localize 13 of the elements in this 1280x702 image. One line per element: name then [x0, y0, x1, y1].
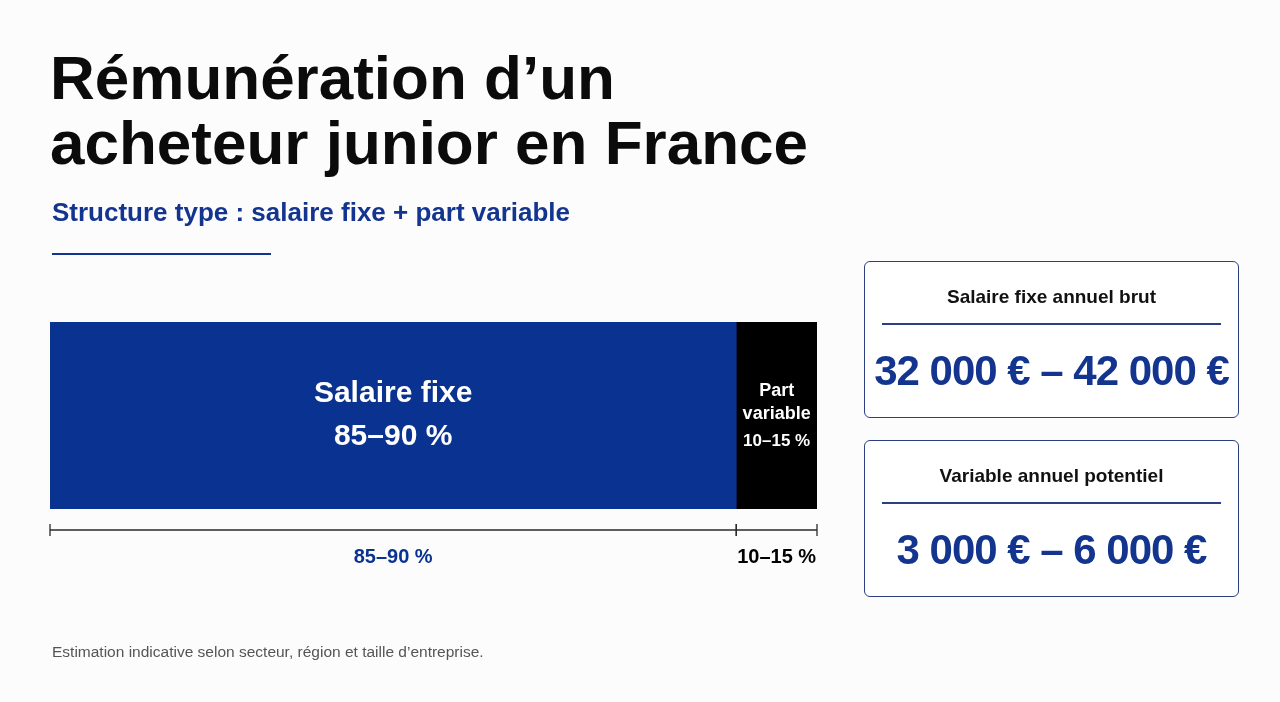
text: 32 000 € – 42 000 €: [873, 347, 1230, 395]
series-label: Salaire fixe: [313, 375, 473, 409]
text: 10–15 %: [737, 544, 817, 567]
chart-subtitle: Structure type : salaire fixe + part variable: [52, 197, 571, 228]
text: Variable annuel potentiel: [938, 465, 1165, 487]
series-label: Part variable: [742, 379, 811, 424]
text: Estimation indicative selon secteur, région et taille d’entreprise.: [52, 643, 484, 661]
text: 85–90 %: [353, 544, 433, 567]
chart-title: Rémunération d’un acheteur junior en France: [50, 43, 809, 177]
text: Salaire fixe annuel brut: [945, 286, 1158, 308]
data-label: 10–15 %: [743, 430, 811, 450]
text: 3 000 € – 6 000 €: [895, 526, 1208, 574]
data-label: 85–90 %: [333, 418, 453, 452]
